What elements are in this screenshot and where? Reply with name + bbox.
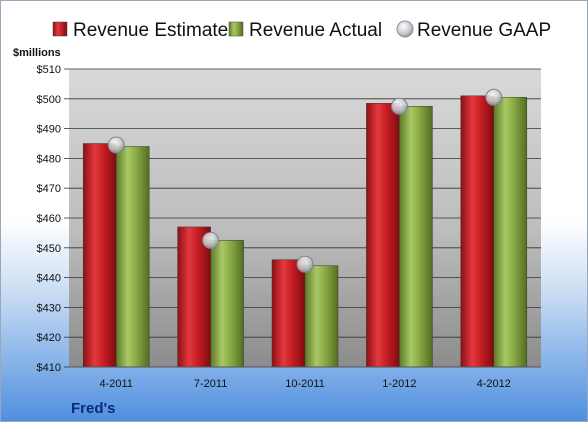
- y-tick-label: $430: [37, 302, 61, 314]
- bar-revenue-actual: [210, 240, 244, 368]
- y-tick-label: $420: [37, 332, 61, 344]
- gaap-marker: [296, 255, 314, 273]
- y-tick-label: $460: [37, 213, 61, 225]
- y-axis-unit-label: $millions: [13, 47, 61, 59]
- gaap-markers: [107, 88, 503, 273]
- gaap-marker: [202, 231, 220, 249]
- legend-swatch-2: [228, 21, 244, 37]
- legend-label-2: Revenue Actual: [249, 20, 382, 41]
- bar-revenue-actual: [399, 106, 433, 368]
- bar-revenue-estimate: [460, 95, 495, 368]
- y-axis-ticks: $410 $420 $430 $440 $450 $460 $470 $480 $490 $500…: [37, 64, 69, 374]
- x-tick-label: 4-2012: [477, 378, 511, 390]
- bar-revenue-actual: [493, 97, 528, 368]
- y-tick-label: $440: [37, 273, 61, 285]
- y-tick-label: $510: [37, 64, 61, 76]
- x-tick-label: 7-2011: [194, 378, 227, 390]
- legend-swatch-1: [52, 21, 68, 37]
- y-tick-label: $490: [37, 124, 61, 136]
- legend-marker-3: [396, 20, 414, 38]
- legend-label-3: Revenue GAAP: [417, 20, 551, 41]
- x-axis-ticks: 4-2011 7-2011 10-2011 1-2012 4-2012: [99, 378, 510, 390]
- x-tick-label: 1-2012: [382, 378, 416, 390]
- bars: [82, 95, 528, 368]
- legend-label-1: Revenue Estimate: [73, 20, 228, 41]
- legend: Revenue Estimate Revenue Actual Revenue GA…: [52, 20, 551, 41]
- bar-revenue-estimate: [82, 143, 117, 368]
- y-tick-label: $470: [37, 183, 61, 195]
- gaap-marker: [485, 88, 503, 106]
- y-tick-label: $410: [37, 362, 61, 374]
- gaap-marker: [390, 97, 408, 115]
- y-tick-label: $500: [37, 94, 61, 106]
- bar-revenue-actual: [115, 146, 150, 368]
- x-tick-label: 4-2011: [99, 378, 132, 390]
- x-tick-label: 10-2011: [285, 378, 325, 390]
- bar-revenue-estimate: [366, 103, 400, 368]
- y-tick-label: $480: [37, 153, 61, 165]
- bar-revenue-actual: [304, 265, 339, 368]
- gaap-marker: [107, 136, 125, 154]
- bar-revenue-estimate: [271, 259, 306, 368]
- y-tick-label: $450: [37, 243, 61, 255]
- company-name: Fred's: [71, 400, 115, 417]
- bar-revenue-estimate: [177, 226, 211, 368]
